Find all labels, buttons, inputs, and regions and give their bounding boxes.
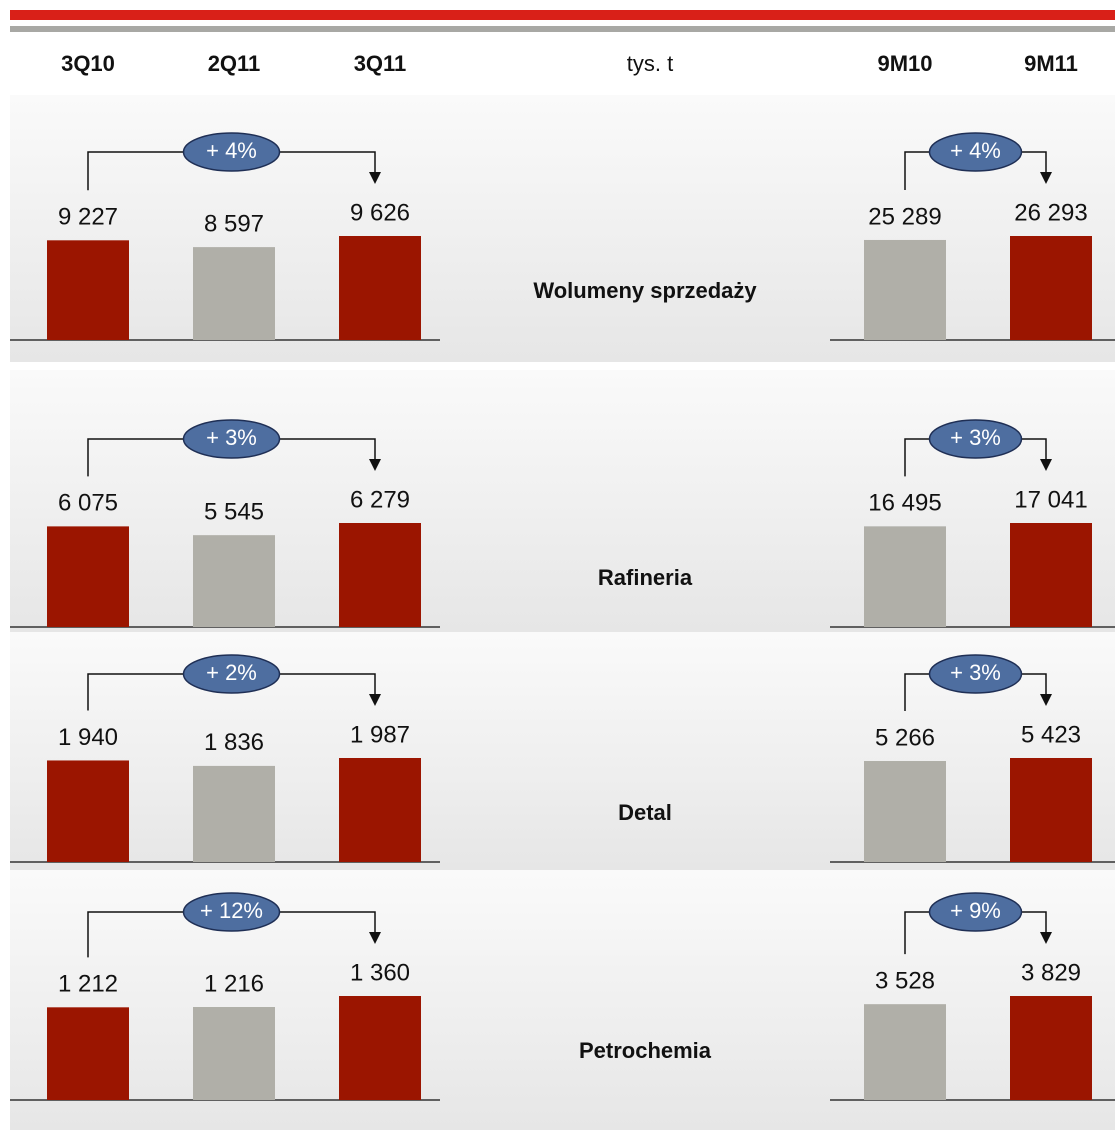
change-label: + 3% [950, 425, 1001, 450]
bar [864, 1004, 946, 1100]
change-badge [928, 132, 1023, 172]
change-arrowhead [369, 459, 381, 471]
segment-title: Detal [618, 800, 672, 825]
change-label: + 9% [950, 898, 1001, 923]
change-label: + 4% [206, 138, 257, 163]
value-label: 5 266 [875, 724, 935, 751]
bar [193, 1007, 275, 1100]
panel [10, 370, 1115, 632]
change-arrowhead [1040, 459, 1052, 471]
value-label: 17 041 [1014, 486, 1087, 513]
value-label: 1 940 [58, 724, 118, 751]
bar [339, 236, 421, 340]
bar [1010, 236, 1092, 340]
top-gray-rule [10, 26, 1115, 32]
panel [10, 95, 1115, 362]
value-label: 25 289 [868, 203, 941, 230]
bar [1010, 996, 1092, 1100]
bar [193, 247, 275, 340]
bar [47, 1007, 129, 1100]
segment-title: Rafineria [598, 565, 693, 590]
change-arrowhead [369, 932, 381, 944]
category-label: 3Q10 [61, 51, 115, 76]
segment-title: Wolumeny sprzedaży [533, 278, 757, 303]
change-arrowhead [369, 694, 381, 706]
value-label: 1 987 [350, 721, 410, 748]
change-badge [182, 654, 281, 694]
bar [339, 523, 421, 627]
bar [339, 996, 421, 1100]
change-badge [182, 132, 281, 172]
change-label: + 3% [950, 660, 1001, 685]
bar [864, 761, 946, 862]
bar [193, 765, 275, 862]
change-badge [928, 892, 1023, 932]
change-badge [928, 419, 1023, 459]
bar [1010, 523, 1092, 627]
unit-label: tys. t [627, 51, 673, 76]
change-label: + 3% [206, 425, 257, 450]
change-label: + 4% [950, 138, 1001, 163]
change-badge [928, 654, 1023, 694]
value-label: 26 293 [1014, 199, 1087, 226]
value-label: 5 545 [204, 499, 264, 526]
category-label: 9M10 [877, 51, 932, 76]
bar [47, 526, 129, 627]
value-label: 6 075 [58, 490, 118, 517]
value-label: 9 626 [350, 199, 410, 226]
bar [47, 240, 129, 340]
change-arrowhead [1040, 172, 1052, 184]
change-badge [182, 419, 281, 459]
change-arrowhead [369, 172, 381, 184]
bar [193, 535, 275, 627]
bar [864, 526, 946, 627]
top-red-rule [10, 10, 1115, 20]
change-badge [182, 892, 281, 932]
value-label: 1 360 [350, 959, 410, 986]
value-label: 3 829 [1021, 959, 1081, 986]
value-label: 8 597 [204, 210, 264, 237]
value-label: 6 279 [350, 486, 410, 513]
segment-title: Petrochemia [579, 1038, 712, 1063]
bar [1010, 758, 1092, 862]
value-label: 3 528 [875, 968, 935, 995]
value-label: 1 212 [58, 971, 118, 998]
change-arrowhead [1040, 694, 1052, 706]
bar [339, 758, 421, 862]
bar [47, 760, 129, 862]
value-label: 1 836 [204, 729, 264, 756]
category-label: 3Q11 [354, 51, 407, 76]
bar [864, 239, 946, 340]
change-label: + 12% [200, 898, 263, 923]
value-label: 9 227 [58, 204, 118, 231]
value-label: 5 423 [1021, 721, 1081, 748]
category-label: 2Q11 [208, 51, 261, 76]
value-label: 16 495 [868, 490, 941, 517]
category-label: 9M11 [1024, 51, 1078, 76]
value-label: 1 216 [204, 970, 264, 997]
change-label: + 2% [206, 660, 257, 685]
change-arrowhead [1040, 932, 1052, 944]
